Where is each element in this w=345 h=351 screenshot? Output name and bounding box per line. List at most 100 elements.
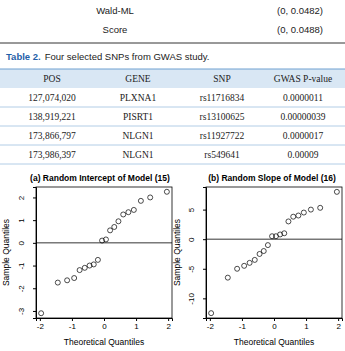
header-cell: SNP bbox=[213, 74, 230, 84]
point bbox=[95, 257, 100, 262]
x-axis-line bbox=[207, 319, 343, 322]
y-tick: -1 bbox=[17, 262, 36, 270]
point bbox=[265, 243, 270, 248]
y-tick-mark bbox=[33, 288, 36, 289]
x-tick-mark bbox=[72, 318, 73, 321]
point bbox=[39, 311, 44, 316]
table-cell: rs11927722 bbox=[200, 131, 245, 141]
x-tick: 0 bbox=[272, 318, 277, 331]
y-tick-label: 5 bbox=[187, 207, 196, 212]
point bbox=[286, 219, 291, 224]
x-tick-mark bbox=[210, 318, 211, 321]
x-tick: 1 bbox=[304, 318, 309, 331]
point bbox=[112, 224, 117, 229]
point bbox=[103, 237, 108, 242]
x-tick-label: 2 bbox=[336, 322, 341, 331]
rule bbox=[0, 43, 345, 44]
table-cell: rs13100625 bbox=[200, 112, 245, 122]
point bbox=[65, 278, 70, 283]
y-tick-label: -10 bbox=[187, 293, 196, 305]
table-cell: 173,866,797 bbox=[28, 131, 76, 141]
caption-text: Four selected SNPs from GWAS study. bbox=[45, 51, 210, 62]
y-tick: 5 bbox=[187, 207, 206, 212]
table-cell: PISRT1 bbox=[123, 112, 153, 122]
x-tick: 0 bbox=[102, 318, 107, 331]
x-tick-mark bbox=[104, 318, 105, 321]
x-tick-mark bbox=[136, 318, 137, 321]
x-tick-mark bbox=[242, 318, 243, 321]
row-value: (0, 0.0482) bbox=[277, 5, 323, 16]
point bbox=[291, 214, 296, 219]
y-tick-label: 1 bbox=[17, 218, 26, 223]
point bbox=[209, 311, 214, 316]
y-tick-mark bbox=[203, 298, 206, 299]
y-axis: -3 -2 -1 0 1 2 bbox=[17, 188, 37, 319]
x-tick: -2 bbox=[207, 318, 215, 331]
y-tick: 2 bbox=[17, 195, 36, 200]
caption: Table 2. Four selected SNPs from GWAS stu… bbox=[6, 51, 209, 62]
plot-area bbox=[36, 189, 172, 315]
plot-area bbox=[206, 189, 342, 315]
y-tick: 0 bbox=[187, 237, 206, 242]
y-tick-mark bbox=[33, 243, 36, 244]
header-cell: GENE bbox=[125, 74, 151, 84]
table-cell: NLGN1 bbox=[122, 131, 153, 141]
y-axis-line bbox=[33, 188, 37, 319]
x-tick-mark bbox=[338, 318, 339, 321]
row-label: Score bbox=[103, 24, 128, 35]
point bbox=[242, 263, 247, 268]
point bbox=[164, 189, 169, 194]
table-cell: PLXNA1 bbox=[120, 93, 157, 103]
qq-plot: (a) Random Intercept of Model (15) -2 -1 0 1… bbox=[1, 173, 173, 347]
x-tick-label: 0 bbox=[272, 322, 277, 331]
x-tick: 1 bbox=[134, 318, 139, 331]
y-tick-label: -3 bbox=[17, 307, 26, 315]
point bbox=[252, 257, 257, 262]
table-rule bbox=[0, 145, 345, 146]
point bbox=[131, 207, 136, 212]
x-axis: -2-1012 bbox=[37, 318, 173, 331]
table-cell: NLGN1 bbox=[122, 150, 153, 160]
x-tick: 2 bbox=[336, 318, 341, 331]
y-tick-mark bbox=[33, 266, 36, 267]
point bbox=[334, 189, 339, 194]
x-tick: 2 bbox=[166, 318, 171, 331]
table-rule bbox=[0, 107, 345, 108]
point bbox=[247, 260, 252, 265]
y-axis: -10-505 bbox=[187, 188, 207, 319]
page: Wald-ML(0, 0.0482)Score(0, 0.0488)Table … bbox=[0, 0, 345, 351]
table-cell: 0.0000011 bbox=[283, 93, 323, 103]
y-tick-mark bbox=[33, 197, 36, 198]
y-tick: 1 bbox=[17, 218, 36, 223]
point bbox=[235, 266, 240, 271]
y-tick-label: 0 bbox=[17, 241, 26, 246]
x-tick-label: -2 bbox=[37, 322, 45, 331]
header-cell: GWAS P-value bbox=[274, 74, 332, 84]
point bbox=[126, 210, 131, 215]
y-tick: -10 bbox=[187, 293, 206, 305]
table-cell: 173,986,397 bbox=[28, 150, 76, 160]
table-rule bbox=[0, 126, 345, 127]
point bbox=[282, 231, 287, 236]
y-tick: -2 bbox=[17, 285, 36, 293]
point bbox=[301, 210, 306, 215]
x-tick-label: 2 bbox=[166, 322, 171, 331]
y-tick-mark bbox=[203, 210, 206, 211]
caption-label: Table 2. bbox=[6, 51, 41, 62]
plot-title: (b) Random Slope of Model (16) bbox=[208, 173, 336, 183]
point bbox=[121, 212, 126, 217]
y-tick-label: 2 bbox=[17, 195, 26, 200]
plot-title: (a) Random Intercept of Model (15) bbox=[30, 173, 170, 183]
x-tick: -2 bbox=[37, 318, 45, 331]
x-tick-mark bbox=[306, 318, 307, 321]
point bbox=[308, 207, 313, 212]
y-tick: -3 bbox=[17, 307, 36, 315]
table-cell: 0.00009 bbox=[288, 150, 319, 160]
x-tick-label: 0 bbox=[102, 322, 107, 331]
x-tick-label: -1 bbox=[239, 322, 247, 331]
x-tick-label: 1 bbox=[304, 322, 309, 331]
point bbox=[82, 265, 87, 270]
table-cell: 127,074,020 bbox=[28, 93, 76, 103]
y-tick-mark bbox=[203, 269, 206, 270]
point bbox=[138, 198, 143, 203]
